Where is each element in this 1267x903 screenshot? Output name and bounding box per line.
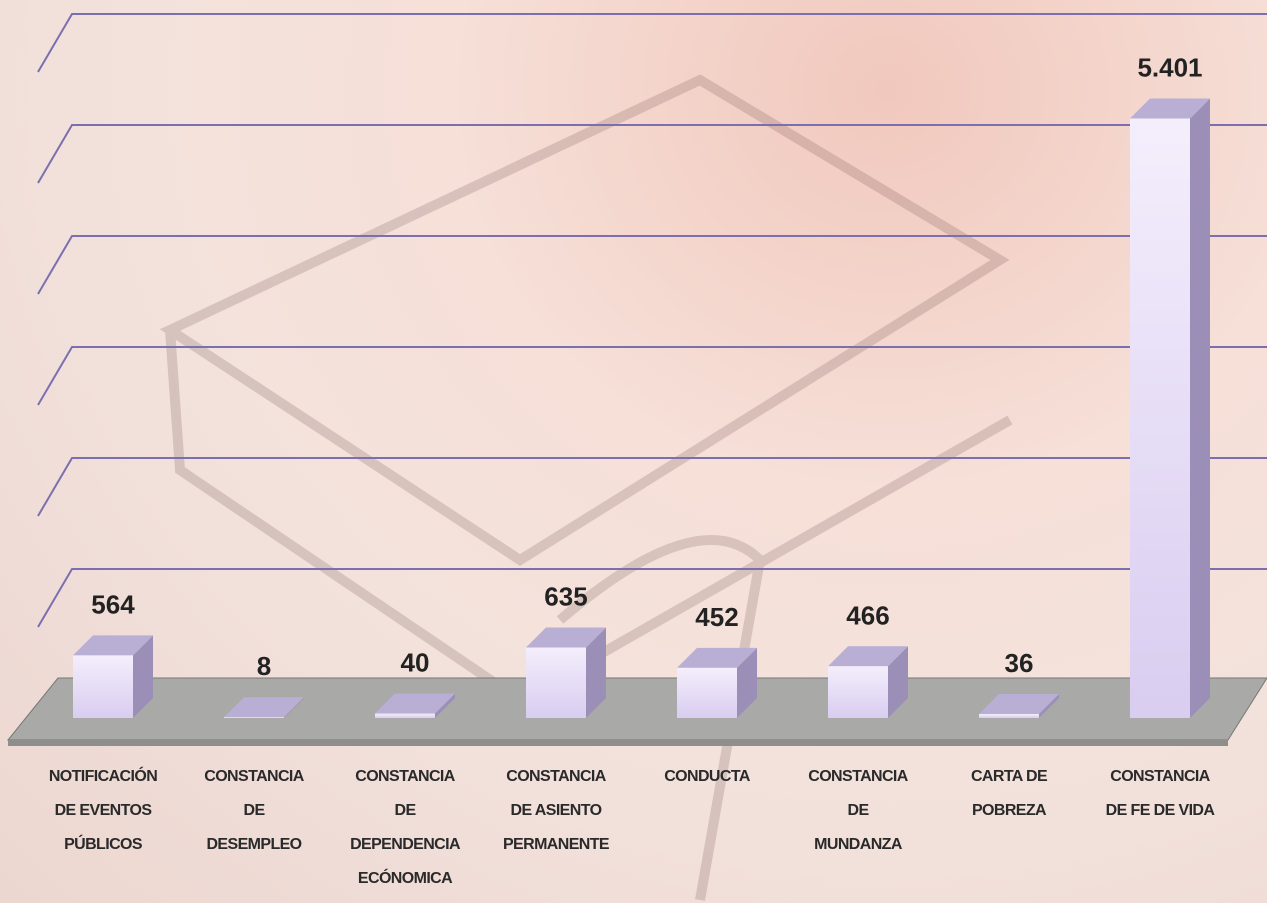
x-tick-label: NOTIFICACIÓN DE EVENTOS PÚBLICOS: [48, 768, 158, 853]
bar: [677, 647, 757, 718]
bar-side: [586, 627, 606, 718]
value-label: 40: [401, 648, 430, 678]
bar-side: [888, 646, 908, 718]
grid-line: [37, 124, 1267, 184]
bar-front: [1130, 118, 1190, 718]
grid-line: [37, 346, 1267, 406]
value-label: 564: [91, 589, 135, 619]
value-label: 8: [257, 651, 271, 681]
bar-top: [224, 697, 304, 718]
bar-side: [737, 647, 757, 718]
x-tick-label: CARTA DE POBREZA: [970, 768, 1048, 819]
bar-front: [375, 713, 435, 718]
bar-side: [1039, 694, 1059, 718]
bar-front: [526, 647, 586, 718]
bar: [828, 646, 908, 718]
x-tick-label: CONSTANCIA DE FE DE VIDA: [1105, 768, 1215, 819]
bar-front: [979, 714, 1039, 718]
bar: [979, 694, 1059, 718]
bar: [1130, 98, 1210, 718]
value-label: 5.401: [1137, 52, 1202, 82]
bar-top: [526, 627, 606, 648]
bar-side: [1190, 98, 1210, 718]
grid-line: [37, 13, 1267, 73]
bar-top: [828, 646, 908, 667]
bar-top: [375, 693, 455, 714]
grid-line: [37, 457, 1267, 517]
bar-front: [677, 667, 737, 718]
floor: [6, 677, 1267, 741]
bar-top: [73, 635, 153, 656]
x-tick-label: CONSTANCIA DE DESEMPLEO: [204, 768, 304, 853]
x-tick-label: CONSTANCIA DE ASIENTO PERMANENTE: [502, 768, 610, 853]
bar-top: [1130, 98, 1210, 119]
x-tick-label: CONSTANCIA DE MUNDANZA: [808, 768, 908, 853]
bar: [73, 635, 153, 718]
bar: [526, 627, 606, 718]
bar: [375, 693, 455, 718]
value-label: 466: [846, 600, 889, 630]
floor-edge: [8, 740, 1228, 746]
value-label: 452: [695, 602, 738, 632]
x-tick-label: CONSTANCIA DE DEPENDENCIA ECÓNOMICA: [350, 768, 460, 887]
value-label: 635: [544, 582, 587, 612]
bar-top: [677, 647, 757, 668]
bar-top: [979, 694, 1059, 715]
bar-front: [73, 655, 133, 718]
x-tick-label: CONDUCTA: [664, 768, 750, 785]
bar-front: [224, 717, 284, 718]
bar-side: [133, 635, 153, 718]
value-label: 36: [1005, 648, 1034, 678]
grid-line: [37, 568, 1267, 628]
bar-side: [435, 693, 455, 718]
bar-side: [284, 697, 304, 718]
grid-line: [37, 235, 1267, 295]
background-sketch: [159, 74, 1013, 901]
bar-front: [828, 666, 888, 718]
bar: [224, 697, 304, 718]
